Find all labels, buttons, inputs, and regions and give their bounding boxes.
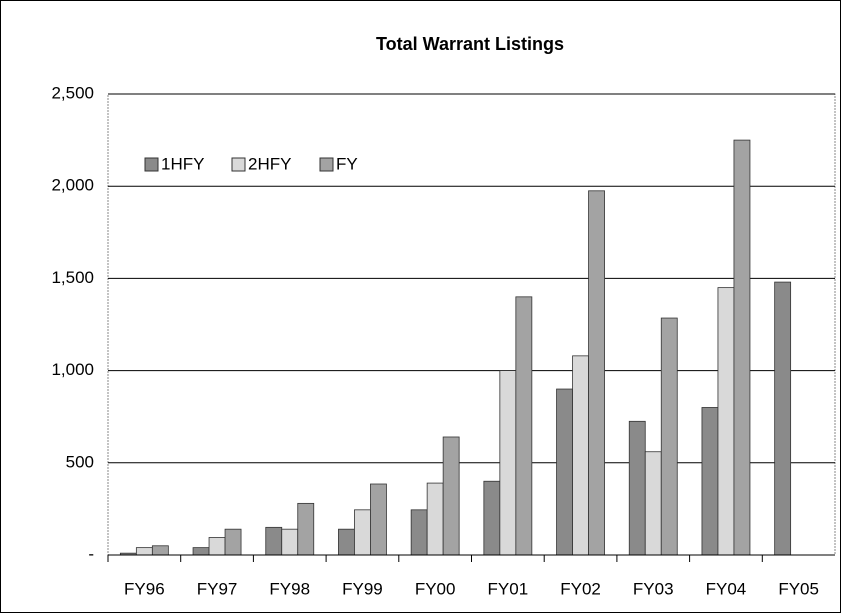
- bar: [701, 407, 719, 556]
- x-tick-label: FY01: [488, 579, 529, 598]
- bar: [265, 526, 283, 556]
- x-tick-label: FY00: [415, 579, 456, 598]
- x-tick-label: FY99: [342, 579, 383, 598]
- bar: [297, 502, 315, 556]
- bar: [717, 287, 735, 556]
- bar: [354, 509, 371, 556]
- bar: [426, 482, 444, 556]
- bar: [588, 190, 605, 556]
- bar: [774, 281, 792, 556]
- bar: [224, 528, 242, 556]
- bar: [370, 483, 387, 556]
- legend-label: FY: [336, 154, 358, 173]
- y-tick-label: 500: [66, 452, 94, 471]
- legend-swatch: [319, 157, 334, 172]
- bar: [151, 545, 169, 556]
- x-tick-label: FY96: [124, 579, 165, 598]
- x-tick-label: FY98: [269, 579, 310, 598]
- bar: [338, 528, 355, 556]
- y-tick-label: 2,000: [51, 176, 94, 195]
- x-tick-label: FY02: [560, 579, 601, 598]
- bar: [410, 509, 428, 556]
- bar: [208, 537, 226, 556]
- legend-swatch: [231, 157, 246, 172]
- x-tick-label: FY05: [778, 579, 819, 598]
- legend-label: 2HFY: [248, 154, 291, 173]
- bar: [483, 480, 501, 556]
- y-tick-label: 1,000: [51, 360, 94, 379]
- legend-swatch: [144, 157, 159, 172]
- y-tick-label: 1,500: [51, 268, 94, 287]
- bar: [499, 370, 517, 556]
- bar: [556, 388, 573, 556]
- legend-label: 1HFY: [161, 154, 204, 173]
- bar: [572, 355, 589, 556]
- x-tick-label: FY97: [197, 579, 238, 598]
- bar: [442, 436, 460, 556]
- bar: [644, 451, 662, 556]
- bar: [515, 296, 533, 556]
- chart-title: Total Warrant Listings: [376, 34, 564, 54]
- bar: [660, 317, 678, 556]
- bar: [733, 139, 751, 556]
- bar: [135, 547, 153, 556]
- y-tick-label: 2,500: [51, 83, 94, 102]
- x-tick-label: FY03: [633, 579, 674, 598]
- x-tick-label: FY04: [706, 579, 747, 598]
- bar: [192, 547, 210, 556]
- y-tick-label: -: [88, 544, 94, 563]
- bar: [281, 528, 299, 556]
- bar: [628, 420, 646, 556]
